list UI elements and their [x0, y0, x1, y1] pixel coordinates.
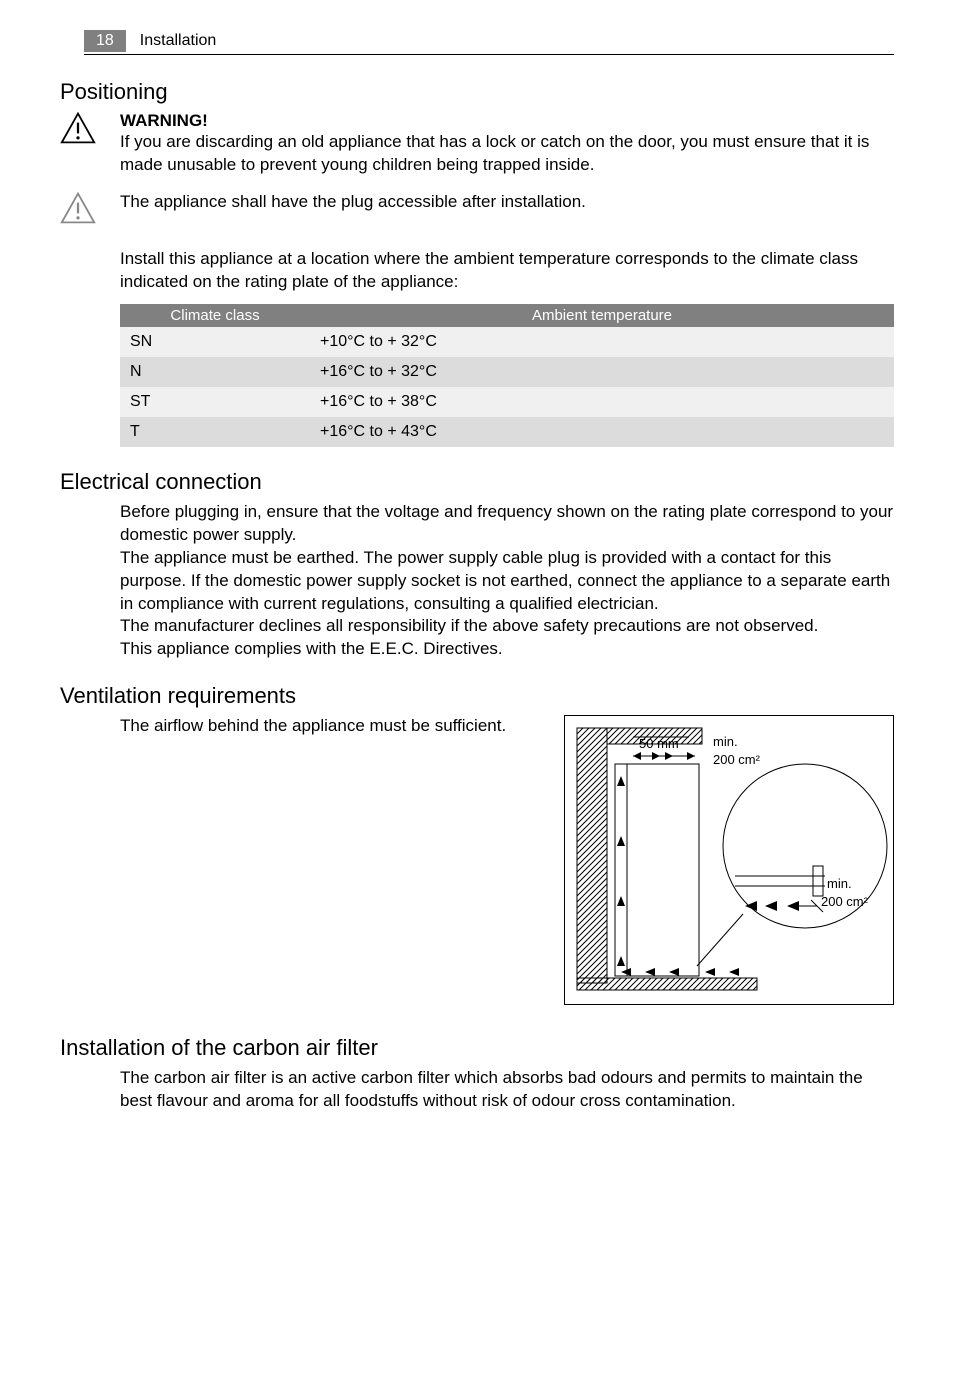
- electrical-p1: Before plugging in, ensure that the volt…: [120, 501, 894, 547]
- table-row: T +16°C to + 43°C: [120, 417, 894, 447]
- climate-class-table: Climate class Ambient temperature SN +10…: [120, 304, 894, 447]
- diagram-area-label-lens: 200 cm²: [821, 894, 869, 909]
- table-row: ST +16°C to + 38°C: [120, 387, 894, 417]
- table-cell-class: SN: [120, 327, 310, 357]
- install-location-text: Install this appliance at a location whe…: [120, 248, 894, 294]
- page-header: 18 Installation: [84, 30, 894, 55]
- electrical-p4: This appliance complies with the E.E.C. …: [120, 638, 894, 661]
- table-cell-temp: +16°C to + 32°C: [310, 357, 894, 387]
- ventilation-heading: Ventilation requirements: [60, 683, 894, 709]
- header-section-label: Installation: [140, 32, 217, 50]
- caution-text: The appliance shall have the plug access…: [120, 191, 586, 214]
- electrical-p3: The manufacturer declines all responsibi…: [120, 615, 894, 638]
- table-header-row: Climate class Ambient temperature: [120, 304, 894, 327]
- filter-text: The carbon air filter is an active carbo…: [120, 1067, 894, 1113]
- table-cell-temp: +16°C to + 38°C: [310, 387, 894, 417]
- warning-icon: [60, 111, 98, 150]
- filter-heading: Installation of the carbon air filter: [60, 1035, 894, 1061]
- positioning-heading: Positioning: [60, 79, 894, 105]
- diagram-area-label-top: 200 cm²: [713, 752, 761, 767]
- ventilation-diagram: 50 mm min. 200 cm²: [564, 715, 894, 1005]
- warning-text: If you are discarding an old appliance t…: [120, 131, 894, 177]
- table-cell-class: ST: [120, 387, 310, 417]
- table-row: N +16°C to + 32°C: [120, 357, 894, 387]
- diagram-50mm-label: 50 mm: [639, 736, 679, 751]
- ventilation-text: The airflow behind the appliance must be…: [120, 715, 548, 738]
- page-number: 18: [84, 30, 126, 52]
- caution-icon: [60, 191, 98, 230]
- electrical-p2: The appliance must be earthed. The power…: [120, 547, 894, 616]
- electrical-heading: Electrical connection: [60, 469, 894, 495]
- table-row: SN +10°C to + 32°C: [120, 327, 894, 357]
- caution-block: The appliance shall have the plug access…: [120, 191, 586, 214]
- table-cell-temp: +16°C to + 43°C: [310, 417, 894, 447]
- diagram-min-label-lens: min.: [827, 876, 852, 891]
- table-cell-class: N: [120, 357, 310, 387]
- table-cell-temp: +10°C to + 32°C: [310, 327, 894, 357]
- table-header-ambient: Ambient temperature: [310, 304, 894, 327]
- warning-label: WARNING!: [120, 111, 894, 131]
- diagram-min-label-top: min.: [713, 734, 738, 749]
- warning-block: WARNING! If you are discarding an old ap…: [120, 111, 894, 177]
- table-cell-class: T: [120, 417, 310, 447]
- table-header-climate: Climate class: [120, 304, 310, 327]
